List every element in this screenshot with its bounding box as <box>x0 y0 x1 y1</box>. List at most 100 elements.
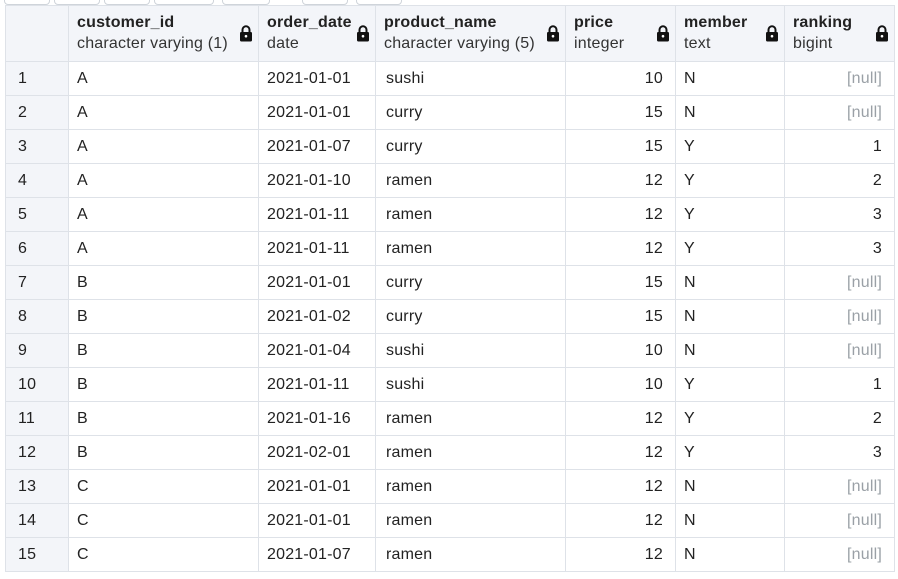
cell-ranking[interactable]: 3 <box>784 197 895 232</box>
toolbar-button[interactable] <box>104 0 150 5</box>
table-row[interactable]: 10 B 2021-01-11 sushi 10 Y 1 <box>5 367 895 402</box>
row-number[interactable]: 15 <box>5 537 69 572</box>
cell-ranking[interactable]: [null] <box>784 333 895 368</box>
row-number[interactable]: 5 <box>5 197 69 232</box>
cell-price[interactable]: 12 <box>565 435 676 470</box>
cell-ranking[interactable]: [null] <box>784 503 895 538</box>
cell-customer-id[interactable]: B <box>68 265 259 300</box>
cell-ranking[interactable]: [null] <box>784 537 895 572</box>
cell-price[interactable]: 10 <box>565 333 676 368</box>
cell-customer-id[interactable]: B <box>68 299 259 334</box>
cell-member[interactable]: N <box>675 503 785 538</box>
row-number[interactable]: 13 <box>5 469 69 504</box>
row-number-header[interactable] <box>5 5 69 62</box>
table-row[interactable]: 2 A 2021-01-01 curry 15 N [null] <box>5 95 895 130</box>
toolbar-button[interactable] <box>356 0 402 5</box>
cell-ranking[interactable]: [null] <box>784 469 895 504</box>
cell-ranking[interactable]: [null] <box>784 95 895 130</box>
cell-ranking[interactable]: 3 <box>784 435 895 470</box>
column-header-product-name[interactable]: product_name character varying (5) <box>375 5 566 62</box>
row-number[interactable]: 1 <box>5 61 69 96</box>
cell-customer-id[interactable]: C <box>68 503 259 538</box>
cell-product-name[interactable]: sushi <box>375 61 566 96</box>
cell-member[interactable]: Y <box>675 367 785 402</box>
cell-member[interactable]: N <box>675 537 785 572</box>
cell-member[interactable]: Y <box>675 435 785 470</box>
cell-product-name[interactable]: curry <box>375 129 566 164</box>
cell-product-name[interactable]: ramen <box>375 197 566 232</box>
cell-order-date[interactable]: 2021-02-01 <box>258 435 376 470</box>
cell-product-name[interactable]: ramen <box>375 163 566 198</box>
table-row[interactable]: 8 B 2021-01-02 curry 15 N [null] <box>5 299 895 334</box>
row-number[interactable]: 3 <box>5 129 69 164</box>
cell-customer-id[interactable]: B <box>68 367 259 402</box>
table-row[interactable]: 13 C 2021-01-01 ramen 12 N [null] <box>5 469 895 504</box>
cell-customer-id[interactable]: A <box>68 231 259 266</box>
table-row[interactable]: 4 A 2021-01-10 ramen 12 Y 2 <box>5 163 895 198</box>
cell-member[interactable]: Y <box>675 163 785 198</box>
cell-customer-id[interactable]: C <box>68 469 259 504</box>
cell-price[interactable]: 12 <box>565 537 676 572</box>
row-number[interactable]: 8 <box>5 299 69 334</box>
cell-ranking[interactable]: [null] <box>784 265 895 300</box>
column-header-order-date[interactable]: order_date date <box>258 5 376 62</box>
toolbar-button[interactable] <box>154 0 214 5</box>
cell-product-name[interactable]: sushi <box>375 367 566 402</box>
cell-price[interactable]: 12 <box>565 197 676 232</box>
cell-order-date[interactable]: 2021-01-11 <box>258 367 376 402</box>
cell-ranking[interactable]: 1 <box>784 367 895 402</box>
cell-order-date[interactable]: 2021-01-11 <box>258 197 376 232</box>
cell-order-date[interactable]: 2021-01-02 <box>258 299 376 334</box>
cell-order-date[interactable]: 2021-01-01 <box>258 469 376 504</box>
toolbar-button[interactable] <box>54 0 100 5</box>
cell-order-date[interactable]: 2021-01-04 <box>258 333 376 368</box>
row-number[interactable]: 4 <box>5 163 69 198</box>
toolbar-button[interactable] <box>4 0 50 5</box>
row-number[interactable]: 9 <box>5 333 69 368</box>
cell-price[interactable]: 12 <box>565 503 676 538</box>
table-row[interactable]: 14 C 2021-01-01 ramen 12 N [null] <box>5 503 895 538</box>
toolbar-button[interactable] <box>222 0 270 5</box>
cell-ranking[interactable]: 3 <box>784 231 895 266</box>
toolbar-button[interactable] <box>302 0 348 5</box>
cell-price[interactable]: 12 <box>565 469 676 504</box>
cell-member[interactable]: N <box>675 95 785 130</box>
cell-customer-id[interactable]: C <box>68 537 259 572</box>
cell-ranking[interactable]: 2 <box>784 401 895 436</box>
cell-customer-id[interactable]: A <box>68 163 259 198</box>
cell-product-name[interactable]: ramen <box>375 537 566 572</box>
cell-member[interactable]: Y <box>675 401 785 436</box>
row-number[interactable]: 14 <box>5 503 69 538</box>
cell-product-name[interactable]: ramen <box>375 503 566 538</box>
cell-order-date[interactable]: 2021-01-07 <box>258 129 376 164</box>
cell-order-date[interactable]: 2021-01-16 <box>258 401 376 436</box>
table-row[interactable]: 12 B 2021-02-01 ramen 12 Y 3 <box>5 435 895 470</box>
cell-price[interactable]: 15 <box>565 129 676 164</box>
row-number[interactable]: 6 <box>5 231 69 266</box>
cell-ranking[interactable]: [null] <box>784 299 895 334</box>
cell-customer-id[interactable]: A <box>68 95 259 130</box>
table-row[interactable]: 11 B 2021-01-16 ramen 12 Y 2 <box>5 401 895 436</box>
cell-ranking[interactable]: 1 <box>784 129 895 164</box>
cell-member[interactable]: N <box>675 333 785 368</box>
cell-price[interactable]: 12 <box>565 231 676 266</box>
cell-customer-id[interactable]: B <box>68 333 259 368</box>
cell-price[interactable]: 15 <box>565 95 676 130</box>
cell-product-name[interactable]: sushi <box>375 333 566 368</box>
row-number[interactable]: 10 <box>5 367 69 402</box>
cell-customer-id[interactable]: A <box>68 129 259 164</box>
cell-member[interactable]: Y <box>675 129 785 164</box>
table-row[interactable]: 1 A 2021-01-01 sushi 10 N [null] <box>5 61 895 96</box>
table-row[interactable]: 3 A 2021-01-07 curry 15 Y 1 <box>5 129 895 164</box>
cell-price[interactable]: 15 <box>565 265 676 300</box>
cell-order-date[interactable]: 2021-01-11 <box>258 231 376 266</box>
cell-member[interactable]: Y <box>675 231 785 266</box>
column-header-customer-id[interactable]: customer_id character varying (1) <box>68 5 259 62</box>
cell-customer-id[interactable]: A <box>68 197 259 232</box>
cell-price[interactable]: 10 <box>565 367 676 402</box>
column-header-ranking[interactable]: ranking bigint <box>784 5 895 62</box>
column-header-price[interactable]: price integer <box>565 5 676 62</box>
row-number[interactable]: 7 <box>5 265 69 300</box>
cell-price[interactable]: 12 <box>565 163 676 198</box>
row-number[interactable]: 11 <box>5 401 69 436</box>
